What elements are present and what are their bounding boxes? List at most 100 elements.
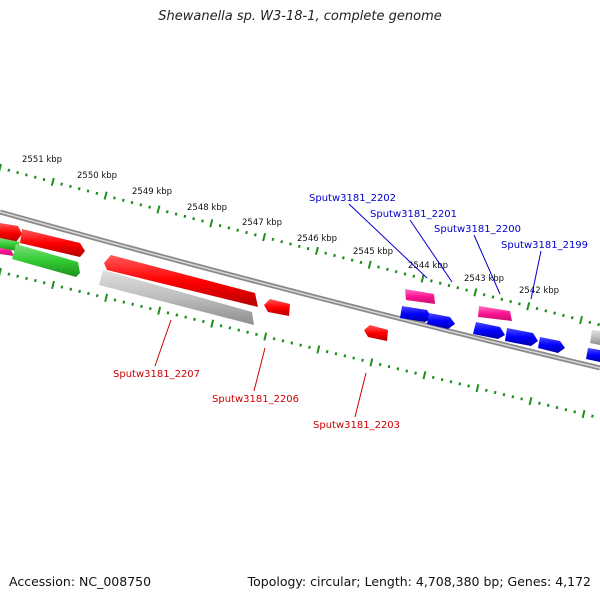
minor-tick (237, 328, 241, 332)
gene-labels: Sputw3181_2202 Sputw3181_2201 Sputw3181_22… (113, 193, 588, 431)
minor-tick (396, 367, 400, 371)
gene-arrow-red[interactable] (264, 299, 290, 316)
major-tick (0, 267, 2, 277)
gene-arrow-green[interactable] (0, 238, 20, 251)
major-tick (156, 205, 161, 214)
minor-tick (403, 272, 407, 276)
minor-tick (438, 281, 442, 285)
minor-tick (24, 173, 28, 177)
major-tick (209, 219, 214, 228)
gene-label-leaders (154, 203, 542, 418)
minor-tick (325, 349, 329, 354)
minor-tick (573, 410, 577, 414)
gene-label-forward[interactable]: Sputw3181_2201 (370, 209, 457, 220)
minor-tick (236, 228, 240, 232)
minor-tick (520, 397, 524, 401)
minor-tick (429, 279, 433, 283)
gene-label-forward[interactable]: Sputw3181_2199 (501, 240, 588, 251)
kbp-label: 2551 kbp (22, 155, 62, 165)
gene-arrow-pink[interactable] (478, 306, 512, 321)
forward-strand-features (0, 223, 600, 362)
minor-tick (597, 323, 600, 327)
minor-tick (500, 297, 504, 301)
major-tick (526, 302, 531, 311)
gene-arrow-blue[interactable] (538, 337, 565, 353)
minor-tick (16, 274, 20, 278)
major-tick (579, 315, 584, 325)
leader-line (530, 250, 542, 300)
major-tick (314, 246, 319, 256)
gene-arrow-blue[interactable] (505, 328, 538, 346)
minor-tick (517, 302, 521, 306)
gene-arrow-gray[interactable] (590, 330, 600, 345)
minor-tick (60, 182, 64, 186)
kbp-label: 2549 kbp (132, 187, 172, 197)
gene-label-forward[interactable]: Sputw3181_2200 (434, 224, 521, 235)
gene-arrow-blue[interactable] (400, 306, 432, 322)
gene-label-forward[interactable]: Sputw3181_2202 (309, 193, 396, 204)
minor-tick (447, 283, 451, 288)
minor-tick (449, 380, 453, 384)
gene-label-reverse[interactable]: Sputw3181_2207 (113, 369, 200, 380)
gene-arrow-green[interactable] (12, 244, 80, 277)
gene-arrow-blue[interactable] (427, 313, 455, 329)
kbp-label: 2547 kbp (242, 218, 282, 228)
minor-tick (537, 401, 541, 405)
minor-tick (588, 320, 592, 324)
minor-tick (289, 242, 292, 246)
minor-tick (218, 223, 222, 228)
genome-summary-text: Topology: circular; Length: 4,708,380 bp… (247, 574, 591, 589)
scale-ticks-upper (0, 163, 600, 327)
leader-line (253, 347, 266, 392)
major-tick (528, 396, 533, 406)
minor-tick (271, 237, 275, 242)
major-tick (50, 177, 55, 186)
major-tick (263, 332, 268, 341)
gene-arrow-red[interactable] (104, 255, 258, 307)
minor-tick (174, 212, 178, 216)
gene-arrow-red[interactable] (364, 325, 388, 341)
major-tick (422, 371, 427, 380)
gene-arrow-blue[interactable] (473, 322, 505, 339)
minor-tick (491, 295, 495, 299)
genome-title: Shewanella sp. W3-18-1, complete genome (158, 9, 442, 24)
backbone-inner (0, 211, 600, 369)
minor-tick (456, 286, 460, 290)
minor-tick (467, 384, 471, 388)
gene-arrow-pink[interactable] (405, 289, 435, 304)
gene-arrow-gray[interactable] (99, 270, 254, 325)
major-tick (262, 232, 267, 242)
minor-tick (341, 256, 345, 260)
kbp-label: 2542 kbp (519, 286, 559, 296)
minor-tick (297, 244, 301, 248)
minor-tick (77, 187, 81, 191)
gene-label-reverse[interactable]: Sputw3181_2203 (313, 420, 400, 431)
minor-tick (377, 265, 380, 269)
kbp-label: 2543 kbp (464, 274, 504, 284)
minor-tick (564, 408, 568, 412)
minor-tick (184, 315, 188, 319)
minor-tick (140, 304, 143, 309)
minor-tick (139, 203, 143, 207)
minor-tick (414, 371, 417, 375)
minor-tick (350, 258, 354, 262)
major-tick (475, 384, 480, 393)
minor-tick (352, 356, 356, 360)
minor-tick (394, 270, 398, 274)
minor-tick (86, 189, 90, 193)
minor-tick (405, 369, 409, 373)
major-tick (367, 260, 372, 269)
minor-tick (306, 246, 310, 251)
minor-tick (511, 395, 515, 399)
gene-label-reverse[interactable]: Sputw3181_2206 (212, 394, 299, 405)
leader-line (354, 372, 367, 418)
major-tick (0, 163, 2, 172)
minor-tick (255, 332, 258, 337)
gene-arrow-red[interactable] (20, 229, 85, 257)
minor-tick (131, 302, 135, 306)
gene-arrow-blue[interactable] (586, 348, 600, 362)
leader-line (409, 219, 453, 283)
gene-arrow-red[interactable] (0, 223, 22, 242)
